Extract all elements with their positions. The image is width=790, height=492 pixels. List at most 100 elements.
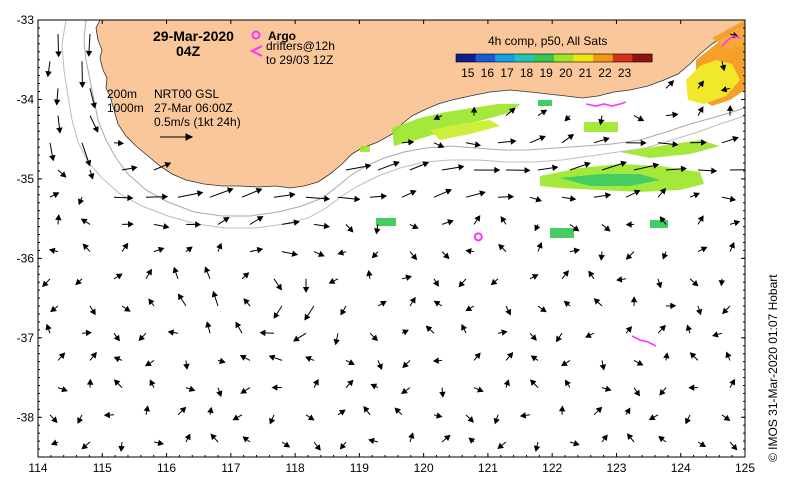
map-date: 29-Mar-2020 bbox=[153, 28, 234, 44]
current-vector-head bbox=[656, 281, 663, 289]
current-vector-head bbox=[219, 357, 226, 365]
current-vector-head bbox=[620, 160, 627, 167]
current-vector-head bbox=[179, 406, 187, 414]
current-vector-head bbox=[164, 162, 172, 169]
current-vector-head bbox=[226, 187, 234, 194]
colorbar-segment bbox=[554, 54, 575, 62]
colorbar-segment bbox=[612, 54, 633, 62]
current-vector-head bbox=[725, 351, 732, 359]
current-vector-head bbox=[558, 405, 566, 412]
current-vector-head bbox=[51, 416, 58, 423]
current-vector-head bbox=[293, 219, 300, 226]
current-vector-head bbox=[275, 283, 282, 291]
current-vector-head bbox=[588, 270, 595, 278]
colorbar-segment bbox=[534, 54, 555, 62]
current-vector-head bbox=[45, 70, 52, 78]
current-vector-head bbox=[118, 445, 125, 452]
map-hour: 04Z bbox=[176, 43, 201, 59]
current-vector-head bbox=[211, 290, 218, 298]
lon-label: 121 bbox=[478, 461, 498, 475]
current-vector-head bbox=[368, 437, 375, 445]
current-vector-head bbox=[207, 406, 214, 414]
current-vector-head bbox=[729, 378, 736, 386]
current-vector-head bbox=[601, 434, 608, 442]
current-vector-head bbox=[394, 407, 401, 414]
current-vector-head bbox=[561, 360, 568, 367]
colorbar-label: 21 bbox=[579, 66, 593, 80]
composite-label: 4h comp, p50, All Sats bbox=[488, 34, 607, 48]
current-vector-head bbox=[172, 266, 179, 274]
sst-colorbar bbox=[455, 53, 653, 63]
current-vector-head bbox=[408, 432, 415, 439]
current-vector-head bbox=[711, 331, 719, 338]
current-vector-head bbox=[552, 164, 559, 172]
current-vector-head bbox=[626, 433, 634, 440]
current-vector-head bbox=[232, 414, 240, 421]
current-vector-head bbox=[573, 440, 580, 447]
argo-float bbox=[473, 232, 483, 242]
current-vector-head bbox=[242, 272, 250, 279]
current-vector-head bbox=[691, 280, 699, 287]
current-vector-head bbox=[204, 266, 211, 274]
current-vector-head bbox=[50, 305, 57, 313]
current-vector-head bbox=[113, 356, 121, 363]
current-vector-head bbox=[652, 162, 660, 169]
colorbar-segment bbox=[632, 54, 653, 62]
current-vector-head bbox=[729, 195, 737, 203]
current-vector-head bbox=[291, 250, 299, 257]
current-vector-head bbox=[458, 164, 465, 171]
current-vector-head bbox=[637, 115, 645, 122]
current-vector-head bbox=[196, 190, 204, 197]
current-vector-head bbox=[59, 171, 67, 178]
current-vector-head bbox=[584, 332, 592, 338]
longitude-labels: 114 115 116 117 118 119 120 121 122 123 124 125 bbox=[28, 461, 755, 475]
current-vector-head bbox=[339, 442, 347, 450]
current-vector-head bbox=[183, 363, 190, 370]
current-vector-head bbox=[470, 106, 478, 113]
current-vector-head bbox=[633, 189, 641, 196]
current-vector-head bbox=[90, 351, 97, 359]
current-vector-head bbox=[604, 385, 612, 392]
drifters-to-label: to 29/03 12Z bbox=[266, 53, 333, 67]
current-vector-head bbox=[222, 217, 230, 223]
drifter-track-1 bbox=[585, 101, 627, 107]
current-vector-head bbox=[123, 305, 131, 312]
lon-label: 125 bbox=[735, 461, 755, 475]
current-vector-head bbox=[467, 416, 474, 423]
current-vector-head bbox=[77, 198, 84, 206]
current-vector-head bbox=[443, 434, 451, 442]
current-vector-head bbox=[240, 387, 248, 394]
current-vector-head bbox=[53, 99, 61, 106]
current-vector-head bbox=[625, 326, 633, 333]
colorbar-label: 18 bbox=[520, 66, 534, 80]
current-vector-head bbox=[436, 412, 443, 419]
sst-patch-small-5 bbox=[650, 220, 668, 228]
current-vector-head bbox=[593, 298, 601, 305]
current-vector-head bbox=[305, 355, 312, 362]
current-vector-head bbox=[127, 194, 134, 202]
current-vector-head bbox=[685, 417, 691, 425]
current-vector-head bbox=[314, 444, 321, 451]
current-vector-head bbox=[433, 280, 439, 287]
lon-label: 117 bbox=[221, 461, 240, 475]
current-vector-head bbox=[624, 407, 631, 415]
current-vector-head bbox=[50, 439, 58, 446]
current-vector-head bbox=[283, 441, 291, 448]
current-vector-head bbox=[685, 324, 693, 332]
current-vector-head bbox=[524, 167, 531, 174]
lat-label: -37 bbox=[17, 331, 35, 345]
isobath-1000m bbox=[61, 20, 745, 229]
current-vector-head bbox=[393, 160, 400, 167]
current-vector-head bbox=[235, 321, 242, 329]
current-vector-head bbox=[58, 352, 66, 360]
current-vector-head bbox=[289, 191, 296, 199]
isobath-200m bbox=[83, 20, 745, 217]
current-vector-head bbox=[468, 437, 476, 444]
current-vector-head bbox=[188, 385, 196, 392]
current-vector-head bbox=[380, 300, 387, 307]
current-vector-head bbox=[461, 323, 468, 331]
current-vector-head bbox=[61, 386, 68, 393]
credit-text: © IMOS 31-Mar-2020 01:07 Hobart bbox=[766, 274, 780, 462]
current-vector-head bbox=[659, 187, 667, 195]
